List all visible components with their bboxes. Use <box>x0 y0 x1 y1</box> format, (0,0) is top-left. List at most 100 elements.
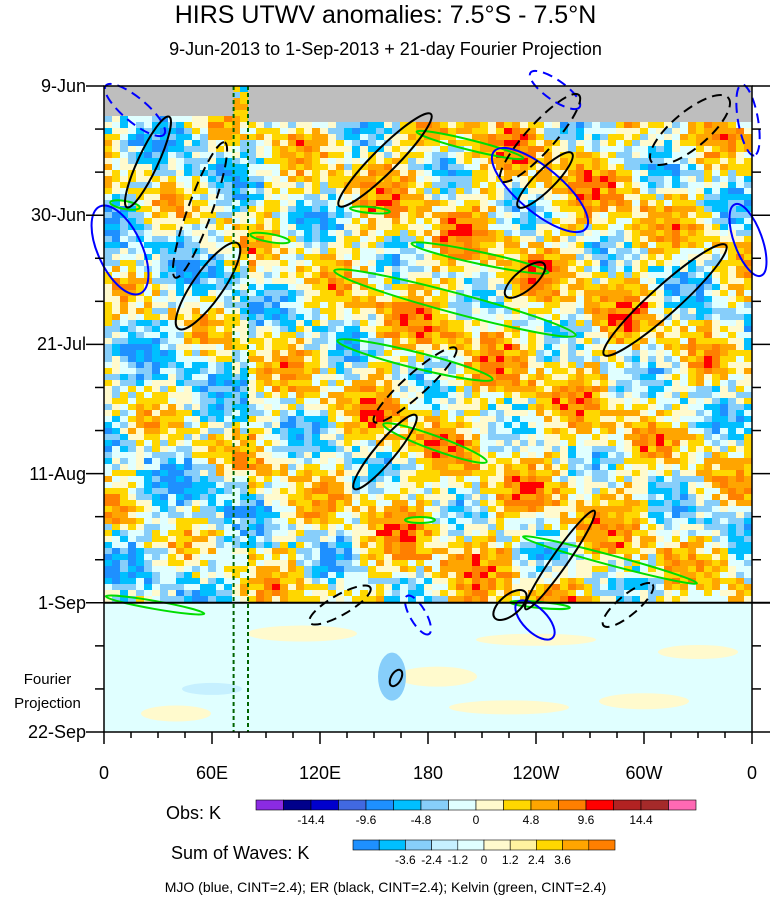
anomaly-cell <box>320 440 329 447</box>
anomaly-cell <box>184 242 193 249</box>
anomaly-cell <box>184 404 193 411</box>
anomaly-cell <box>112 440 121 447</box>
anomaly-cell <box>376 284 385 291</box>
anomaly-cell <box>696 134 705 141</box>
anomaly-cell <box>184 440 193 447</box>
anomaly-cell <box>544 302 553 309</box>
anomaly-cell <box>168 308 177 315</box>
anomaly-cell <box>576 176 585 183</box>
anomaly-cell <box>536 146 545 153</box>
anomaly-cell <box>552 266 561 273</box>
anomaly-cell <box>568 224 577 231</box>
anomaly-cell <box>536 308 545 315</box>
anomaly-cell <box>240 380 249 387</box>
anomaly-cell <box>664 392 673 399</box>
anomaly-cell <box>664 356 673 363</box>
anomaly-cell <box>616 398 625 405</box>
anomaly-cell <box>160 356 169 363</box>
anomaly-cell <box>616 326 625 333</box>
anomaly-cell <box>664 218 673 225</box>
anomaly-cell <box>440 146 449 153</box>
anomaly-cell <box>312 314 321 321</box>
anomaly-cell <box>472 440 481 447</box>
anomaly-cell <box>280 338 289 345</box>
anomaly-cell <box>296 326 305 333</box>
anomaly-cell <box>552 404 561 411</box>
anomaly-cell <box>528 350 537 357</box>
anomaly-cell <box>600 164 609 171</box>
anomaly-cell <box>640 284 649 291</box>
anomaly-cell <box>152 188 161 195</box>
anomaly-cell <box>168 200 177 207</box>
anomaly-cell <box>496 314 505 321</box>
anomaly-cell <box>344 326 353 333</box>
anomaly-cell <box>272 356 281 363</box>
anomaly-cell <box>232 128 241 135</box>
anomaly-cell <box>728 278 737 285</box>
anomaly-cell <box>456 332 465 339</box>
anomaly-cell <box>312 218 321 225</box>
anomaly-cell <box>544 278 553 285</box>
anomaly-cell <box>344 272 353 279</box>
anomaly-cell <box>664 176 673 183</box>
anomaly-cell <box>168 230 177 237</box>
anomaly-cell <box>656 356 665 363</box>
anomaly-cell <box>704 260 713 267</box>
anomaly-cell <box>672 212 681 219</box>
anomaly-cell <box>600 272 609 279</box>
anomaly-cell <box>352 248 361 255</box>
anomaly-cell <box>544 158 553 165</box>
anomaly-cell <box>600 170 609 177</box>
anomaly-cell <box>272 398 281 405</box>
anomaly-cell <box>496 296 505 303</box>
anomaly-cell <box>304 410 313 417</box>
anomaly-cell <box>720 260 729 267</box>
anomaly-cell <box>120 302 129 309</box>
anomaly-cell <box>648 170 657 177</box>
anomaly-cell <box>432 266 441 273</box>
anomaly-cell <box>528 212 537 219</box>
anomaly-cell <box>232 428 241 435</box>
anomaly-cell <box>128 230 137 237</box>
anomaly-cell <box>176 452 185 459</box>
anomaly-cell <box>248 194 257 201</box>
anomaly-cell <box>704 128 713 135</box>
anomaly-cell <box>480 212 489 219</box>
anomaly-cell <box>648 278 657 285</box>
anomaly-cell <box>504 170 513 177</box>
anomaly-cell <box>728 446 737 453</box>
anomaly-cell <box>552 272 561 279</box>
anomaly-cell <box>712 146 721 153</box>
anomaly-cell <box>720 278 729 285</box>
anomaly-cell <box>648 416 657 423</box>
anomaly-cell <box>312 266 321 273</box>
anomaly-cell <box>192 152 201 159</box>
anomaly-cell <box>504 308 513 315</box>
anomaly-cell <box>144 404 153 411</box>
anomaly-cell <box>120 344 129 351</box>
anomaly-cell <box>456 296 465 303</box>
anomaly-cell <box>240 104 249 111</box>
anomaly-cell <box>536 260 545 267</box>
anomaly-cell <box>416 194 425 201</box>
anomaly-cell <box>264 206 273 213</box>
anomaly-cell <box>696 386 705 393</box>
anomaly-cell <box>104 212 113 219</box>
anomaly-cell <box>704 440 713 447</box>
anomaly-cell <box>104 134 113 141</box>
anomaly-cell <box>288 248 297 255</box>
anomaly-cell <box>512 170 521 177</box>
anomaly-cell <box>712 194 721 201</box>
anomaly-cell <box>728 374 737 381</box>
anomaly-cell <box>672 296 681 303</box>
anomaly-cell <box>576 410 585 417</box>
anomaly-cell <box>344 248 353 255</box>
anomaly-cell <box>640 152 649 159</box>
anomaly-cell <box>304 350 313 357</box>
anomaly-cell <box>320 434 329 441</box>
anomaly-cell <box>584 140 593 147</box>
anomaly-cell <box>368 386 377 393</box>
anomaly-cell <box>624 260 633 267</box>
anomaly-cell <box>192 176 201 183</box>
anomaly-cell <box>600 434 609 441</box>
